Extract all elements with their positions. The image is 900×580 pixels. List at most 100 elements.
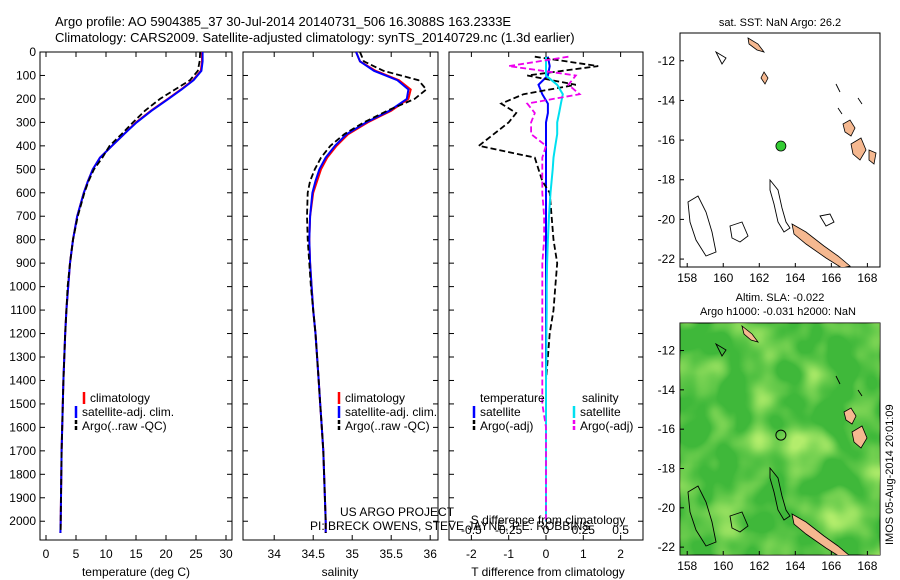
sla-map-title: Altim. SLA: -0.022: [736, 292, 825, 304]
difference-series-group: [476, 55, 599, 522]
temperature-legend: climatology satellite-adj. clim. Argo(..…: [74, 391, 174, 433]
map-y-tick-label: -18: [658, 461, 676, 475]
map-y-tick-label: -14: [658, 93, 676, 107]
sst-map-title: sat. SST: NaN Argo: 26.2: [719, 17, 841, 29]
legend-label-climatology: climatology: [345, 391, 405, 405]
island-efate: [842, 119, 856, 137]
reef-outline-small: [729, 511, 749, 533]
y-tick-label: 900: [16, 256, 36, 270]
sla-color-field: [680, 323, 880, 555]
y-tick-label: 1000: [9, 280, 36, 294]
y-tick-label: 1900: [9, 491, 36, 505]
map-x-tick-label: 168: [857, 271, 877, 285]
x-tick-label-salinity: 0.25: [572, 523, 596, 537]
x-tick-label-salinity: -0.25: [495, 523, 523, 537]
map-y-tick-label: -20: [658, 501, 676, 515]
map-x-tick-label: 160: [713, 271, 733, 285]
map-x-tick-label: 160: [713, 559, 733, 573]
x-tick-label: 2: [617, 547, 624, 561]
x-tick-label: 15: [129, 547, 143, 561]
x-tick-label-salinity: 0.5: [612, 523, 629, 537]
legend-label-argo: Argo(..raw -QC): [345, 419, 430, 433]
map-y-tick-label: -12: [658, 54, 676, 68]
legend-label-climatology: climatology: [90, 391, 150, 405]
x-tick-label: 35.5: [380, 547, 404, 561]
y-tick-label: 1700: [9, 444, 36, 458]
map-x-tick-label: 168: [857, 559, 877, 573]
island-espiritu-santo: [741, 324, 760, 343]
y-tick-label: 2000: [9, 514, 36, 528]
legend-label-satellite: satellite-adj. clim.: [345, 405, 437, 419]
map-x-tick-label: 164: [785, 271, 805, 285]
reef-outline-fragments: [714, 50, 863, 115]
reef-outline-north: [819, 213, 835, 227]
salinity-series-group: [306, 52, 428, 533]
y-tick-label: 1500: [9, 397, 36, 411]
x-tick-label: 0: [543, 547, 550, 561]
map-y-tick-label: -18: [658, 173, 676, 187]
difference-xlabel: T difference from climatology: [471, 565, 625, 579]
argo-float-marker: [775, 140, 787, 152]
legend-label-satellite: satellite-adj. clim.: [82, 405, 174, 419]
pi-credit: PI: BRECK OWENS, STEVE JAYNE, P.E. ROBBI…: [310, 519, 590, 533]
temperature-axes: [39, 51, 233, 541]
y-tick-label: 1600: [9, 420, 36, 434]
x-tick-label: 0: [43, 547, 50, 561]
reef-outline-bellona: [687, 485, 717, 547]
island-erromango: [850, 137, 867, 161]
y-tick-label: 100: [16, 68, 36, 82]
y-tick-label: 1100: [10, 303, 36, 317]
argo-float-marker-outline: [775, 429, 787, 441]
figure-title-line1: Argo profile: AO 5904385_37 30-Jul-2014 …: [55, 14, 511, 29]
y-tick-label: 800: [16, 233, 36, 247]
island-espiritu-santo: [747, 37, 766, 53]
map-x-tick-label: 166: [821, 559, 841, 573]
x-tick-label: 34: [268, 547, 282, 561]
island-tanna: [868, 149, 877, 165]
series-line-argo-raw-qc-: [59, 52, 202, 533]
sla-map-subtitle: Argo h1000: -0.031 h2000: NaN: [700, 306, 856, 318]
x-tick-label: 20: [159, 547, 173, 561]
temperature-series-group: [59, 52, 204, 534]
x-tick-label-salinity: -0.5: [461, 523, 482, 537]
island-erromango: [851, 425, 868, 449]
y-tick-label: 300: [16, 115, 36, 129]
legend-label-t-argo: Argo(-adj): [480, 419, 533, 433]
map-y-tick-label: -16: [658, 133, 676, 147]
island-efate: [843, 407, 857, 425]
y-tick-label: 1400: [9, 373, 36, 387]
island-new-caledonia: [791, 513, 850, 555]
x-tick-label: 34.5: [302, 547, 326, 561]
y-tick-label: 1200: [9, 327, 36, 341]
island-malekula: [760, 71, 769, 85]
x-tick-label: -2: [466, 547, 477, 561]
y-tick-label: 200: [16, 92, 36, 106]
legend-label-s-argo: Argo(-adj): [580, 419, 633, 433]
x-tick-label-salinity: 0: [543, 523, 550, 537]
salinity-axes: [242, 51, 439, 541]
map-y-tick-label: -12: [658, 344, 676, 358]
series-line-s-argo-adj-: [508, 55, 582, 522]
x-tick-label: 1: [580, 547, 587, 561]
island-new-caledonia: [791, 223, 851, 267]
reef-outline-fragments: [714, 342, 863, 397]
y-tick-label: 1300: [9, 350, 36, 364]
temperature-xlabel: temperature (deg C): [82, 565, 190, 579]
legend-label-argo: Argo(..raw -QC): [82, 419, 167, 433]
sla-map-ticks: 158 160 162 164 166 168 -12 -14 -16 -18 -20 -22: [658, 344, 878, 573]
project-credit: US ARGO PROJECT: [340, 505, 455, 519]
map-y-tick-label: -22: [658, 540, 676, 554]
x-tick-label: 10: [99, 547, 113, 561]
map-x-tick-label: 162: [749, 271, 769, 285]
legend-label-t-satellite: satellite: [480, 405, 521, 419]
tick-group: 0 5 10 15 20 25 300100200300400500600700800900…: [9, 45, 643, 561]
x-tick-label: 5: [73, 547, 80, 561]
legend-header-salinity: salinity: [582, 391, 619, 405]
map-x-tick-label: 158: [677, 559, 697, 573]
y-tick-label: 600: [16, 186, 36, 200]
map-y-tick-label: -22: [658, 252, 676, 266]
y-tick-label: 700: [16, 209, 36, 223]
sla-map-field: [680, 323, 880, 555]
sst-map-ticks: 158 160 162 164 166 168 -12 -14 -16 -18 -20 -22: [658, 54, 878, 285]
x-tick-label: 25: [189, 547, 203, 561]
